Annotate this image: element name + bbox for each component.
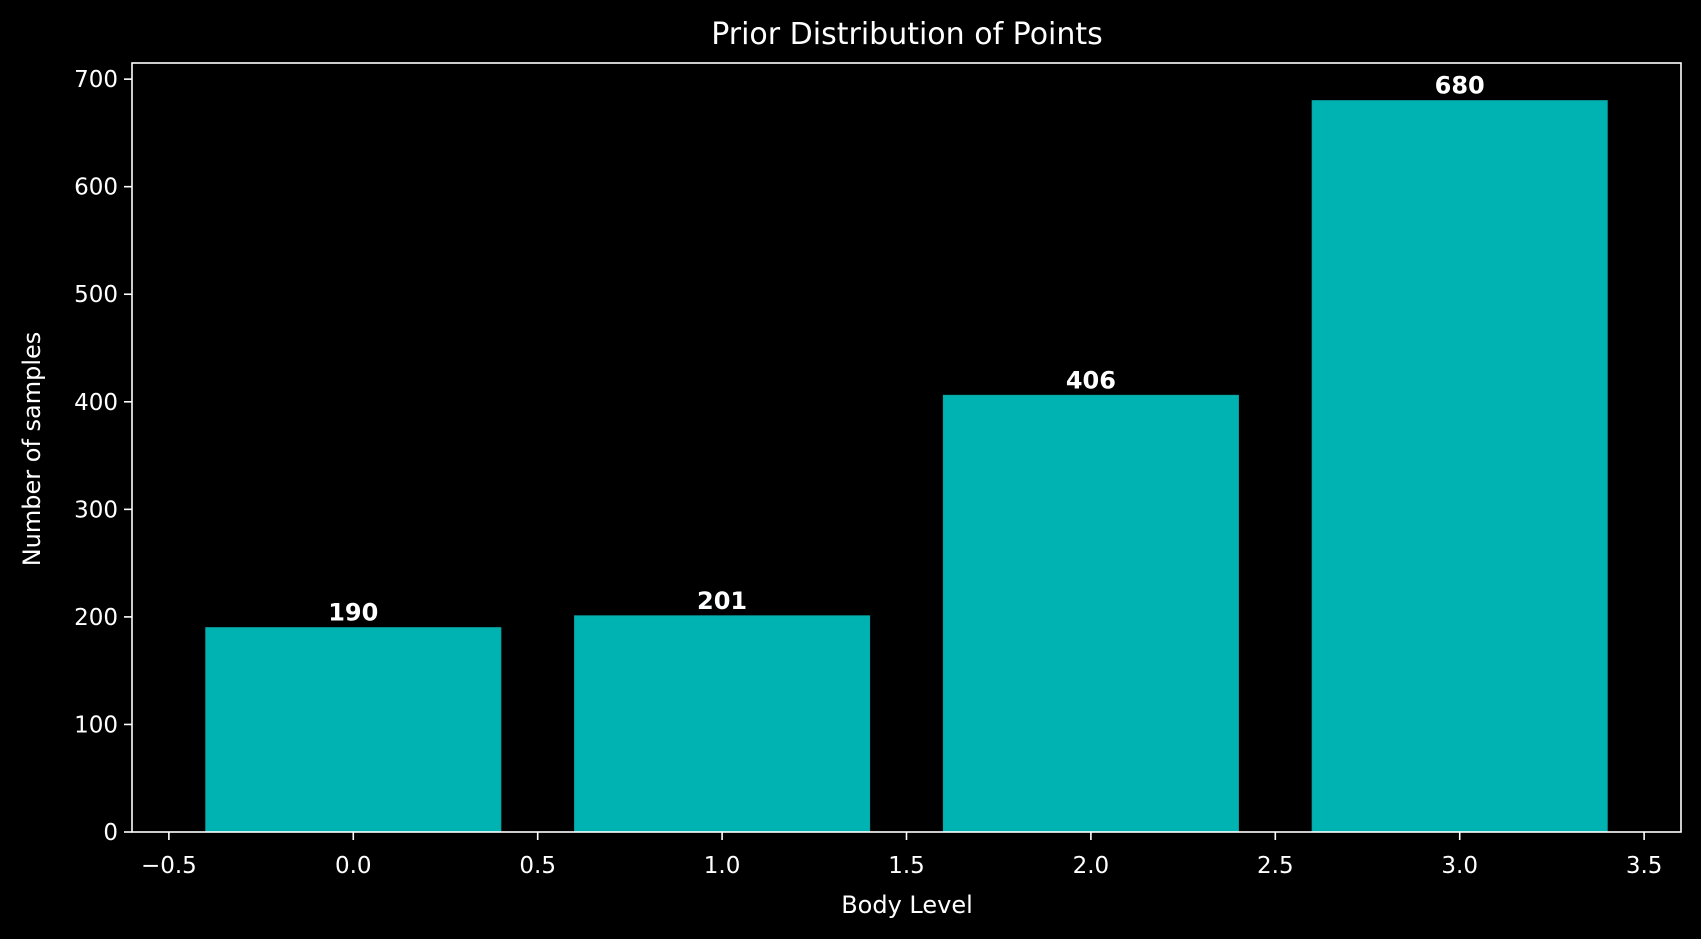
y-axis-label: Number of samples <box>18 332 46 567</box>
y-tick-label: 600 <box>74 175 118 201</box>
y-tick-label: 200 <box>74 605 118 631</box>
x-tick-label: 0.0 <box>335 853 372 879</box>
x-axis-label: Body Level <box>841 891 973 919</box>
x-tick-label: 2.0 <box>1073 853 1110 879</box>
x-tick-label: 3.5 <box>1626 853 1663 879</box>
y-tick-label: 500 <box>74 282 118 308</box>
y-tick-label: 300 <box>74 497 118 523</box>
data-label: 406 <box>1066 366 1116 394</box>
x-tick-label: 1.5 <box>888 853 925 879</box>
x-tick-label: 3.0 <box>1441 853 1478 879</box>
bar <box>942 394 1239 833</box>
y-tick-label: 0 <box>103 820 118 846</box>
data-label: 680 <box>1435 72 1485 100</box>
y-tick-label: 100 <box>74 712 118 738</box>
x-tick-label: 0.5 <box>519 853 556 879</box>
y-tick-label: 400 <box>74 390 118 416</box>
x-tick-label: 1.0 <box>704 853 741 879</box>
bar <box>1311 100 1608 833</box>
data-label: 190 <box>328 599 378 627</box>
chart-title: Prior Distribution of Points <box>711 17 1103 52</box>
x-tick-label: 2.5 <box>1257 853 1294 879</box>
bar <box>205 627 502 833</box>
x-tick-label: −0.5 <box>141 853 197 879</box>
plot-area: 190 201 406 680 −0.5 0.0 0.5 1.0 1.5 2.0 2.5 3.0 3.5… <box>74 62 1682 879</box>
y-tick-label: 700 <box>74 67 118 93</box>
bar <box>574 615 871 833</box>
data-label: 201 <box>697 587 747 615</box>
